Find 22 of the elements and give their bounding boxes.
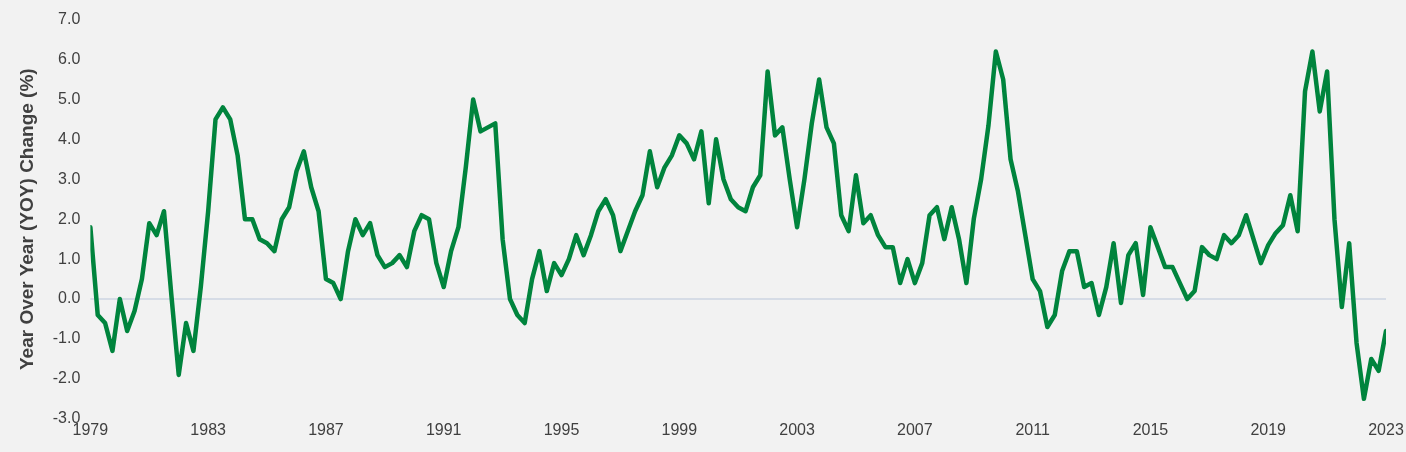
y-tick-label: 2.0	[58, 209, 81, 227]
y-tick-label: 4.0	[58, 129, 81, 147]
x-tick-label: 1987	[308, 420, 344, 438]
y-tick-label: 0.0	[58, 289, 81, 307]
y-tick-label: 1.0	[58, 249, 81, 267]
x-tick-label: 1983	[190, 420, 227, 438]
x-tick-label: 2003	[779, 420, 815, 438]
x-tick-label: 2011	[1015, 420, 1050, 438]
x-tick-label: 1995	[543, 420, 580, 438]
x-tick-label: 2007	[897, 420, 933, 438]
y-tick-label: -2.0	[52, 369, 81, 387]
x-tick-label: 1991	[425, 420, 462, 438]
x-tick-label: 2023	[1368, 420, 1404, 438]
y-tick-label: -1.0	[52, 329, 81, 347]
y-tick-label: 5.0	[58, 89, 81, 107]
y-tick-label: 6.0	[58, 49, 81, 67]
y-tick-label: 7.0	[58, 10, 81, 28]
x-tick-label: 2015	[1132, 420, 1169, 438]
y-axis-title: Year Over Year (YOY) Change (%)	[15, 68, 37, 371]
x-tick-label: 1999	[661, 420, 698, 438]
x-tick-label: 2019	[1250, 420, 1287, 438]
y-tick-label: 3.0	[58, 169, 81, 187]
